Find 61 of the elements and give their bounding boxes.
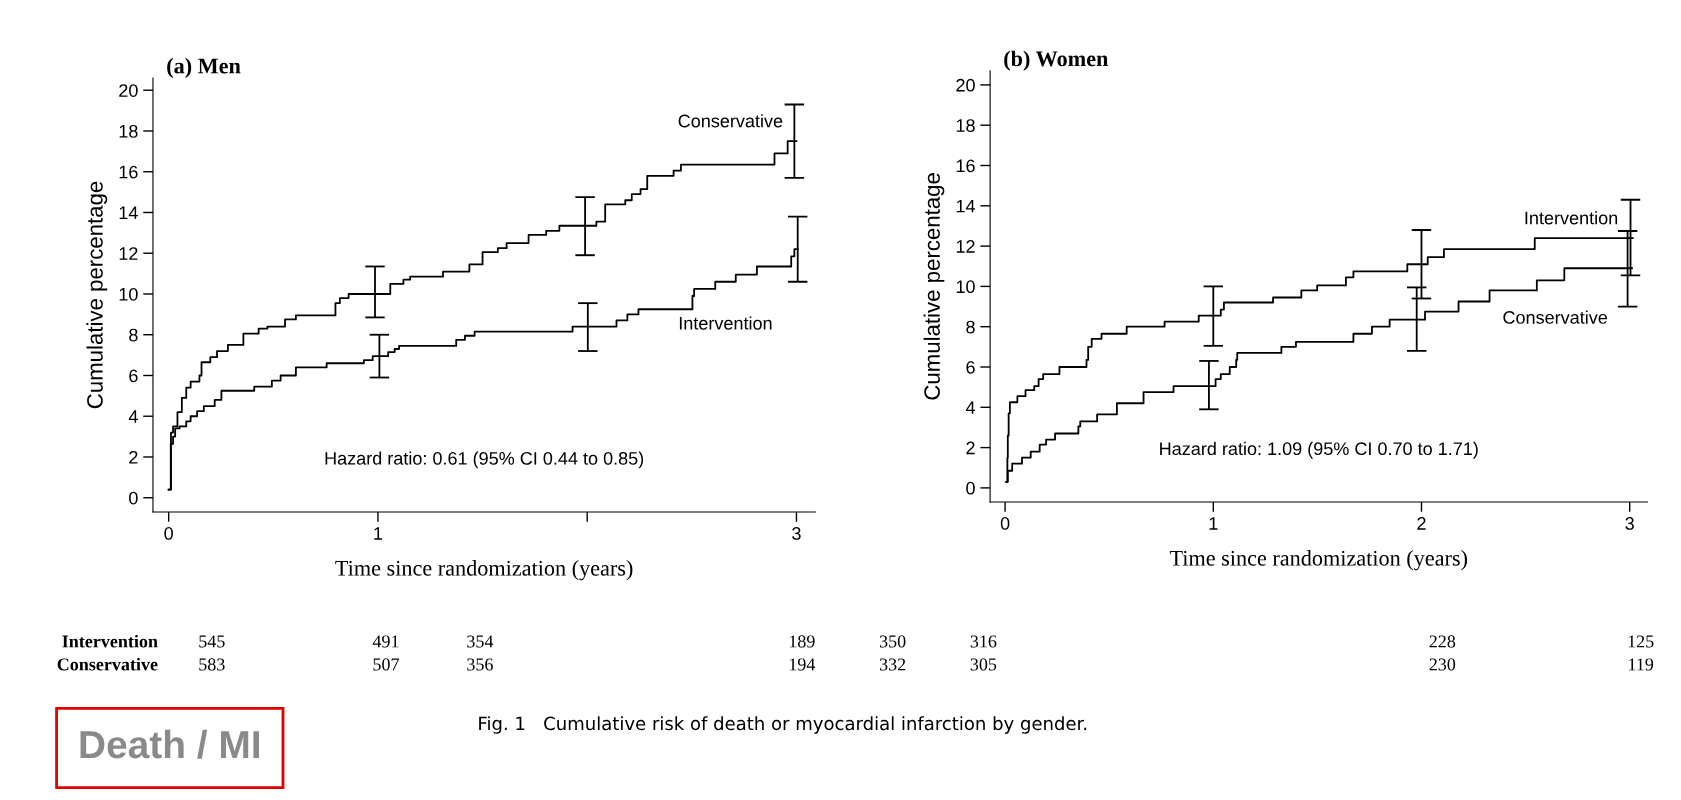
x-tick-label: 0 — [164, 527, 173, 540]
text: 354 — [467, 635, 494, 648]
y-tick-label: 18 — [119, 124, 138, 138]
y-tick-label: 4 — [128, 410, 138, 423]
series-label: Conservative — [1503, 310, 1608, 324]
text: Death / MI — [80, 729, 260, 759]
y-tick-label: 10 — [119, 287, 138, 301]
x-tick-label: 2 — [1417, 517, 1426, 530]
y-tick-label: 2 — [966, 441, 975, 455]
chart-title: (b) Women — [1004, 50, 1109, 71]
text: 230 — [1429, 658, 1456, 671]
y-tick-label: 12 — [956, 240, 975, 253]
text: 583 — [199, 658, 225, 671]
series-label: Intervention — [1525, 211, 1618, 225]
y-tick-label: 6 — [966, 360, 975, 374]
y-tick-label: 6 — [129, 369, 138, 383]
y-axis-title: Cumulative percentage — [86, 181, 108, 409]
y-tick-label: 4 — [965, 401, 975, 414]
annotation: Hazard ratio: 0.61 (95% CI 0.44 to 0.85) — [325, 451, 644, 469]
y-tick-label: 16 — [956, 159, 975, 173]
y-tick-label: 2 — [129, 450, 138, 464]
series-label: Conservative — [678, 114, 783, 128]
y-tick-label: 14 — [119, 206, 138, 220]
text: 125 — [1628, 635, 1654, 648]
x-tick-label: 1 — [374, 527, 383, 540]
text: 356 — [467, 658, 493, 671]
y-tick-label: 8 — [966, 320, 975, 334]
x-tick-label: 3 — [1625, 517, 1634, 530]
text: 350 — [879, 635, 906, 648]
y-axis-title: Cumulative percentage — [923, 173, 945, 400]
text: 316 — [970, 635, 997, 648]
text: 194 — [789, 658, 816, 671]
y-tick-label: 18 — [956, 119, 975, 132]
text: 305 — [970, 658, 997, 671]
y-tick-label: 20 — [956, 78, 975, 92]
text: 119 — [1629, 658, 1654, 671]
y-tick-label: 0 — [129, 491, 138, 505]
text: 228 — [1429, 635, 1456, 648]
y-tick-label: 16 — [119, 165, 138, 179]
chart-title: (a) Men — [167, 57, 241, 78]
y-tick-label: 8 — [129, 328, 138, 342]
series-label: Intervention — [679, 316, 772, 330]
y-tick-label: 20 — [119, 84, 138, 97]
caption: Fig. 1 Cumulative risk of death or myocardial infarction by gender. — [479, 716, 1087, 734]
text: 507 — [373, 658, 399, 671]
text: Intervention — [62, 634, 158, 648]
x-tick-label: 3 — [792, 527, 801, 540]
text: 189 — [789, 635, 815, 648]
text: Conservative — [57, 657, 158, 671]
x-axis-title: Time since randomization (years) — [1169, 550, 1468, 571]
x-tick-label: 0 — [1000, 517, 1010, 530]
text: 332 — [879, 658, 906, 671]
text: 491 — [372, 635, 399, 648]
y-tick-label: 14 — [956, 199, 975, 213]
y-tick-label: 10 — [956, 280, 975, 294]
text: 545 — [199, 635, 225, 648]
y-tick-label: 0 — [966, 481, 975, 495]
annotation: Hazard ratio: 1.09 (95% CI 0.70 to 1.71) — [1160, 441, 1478, 459]
y-tick-label: 12 — [119, 247, 138, 260]
x-tick-label: 1 — [1209, 517, 1218, 530]
x-axis-title: Time since randomization (years) — [335, 560, 633, 581]
